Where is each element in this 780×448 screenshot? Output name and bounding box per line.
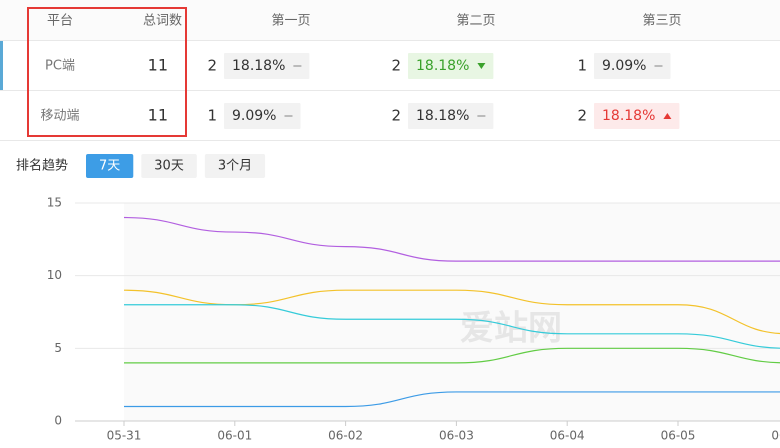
- x-tick-label: 05-31: [107, 429, 142, 443]
- page-percent: 9.09%: [232, 108, 276, 124]
- page-count: 2: [391, 107, 401, 125]
- y-tick-label: 5: [54, 341, 62, 355]
- percent-badge: [408, 103, 494, 129]
- total: 11: [148, 56, 168, 75]
- column-header: 平台: [47, 14, 73, 29]
- total: 11: [148, 106, 168, 125]
- page-count: 2: [391, 57, 401, 75]
- percent-badge: [224, 53, 310, 79]
- y-tick-label: 10: [47, 268, 62, 282]
- x-tick-label: 06-03: [439, 429, 474, 443]
- tab[interactable]: [204, 154, 266, 178]
- trend-icon: [477, 63, 486, 69]
- page-percent: 18.18%: [416, 108, 469, 124]
- line-series: [123, 304, 780, 349]
- tab[interactable]: [86, 154, 134, 178]
- x-tick-label: 06-06: [771, 429, 780, 443]
- trend-label: 排名趋势: [16, 158, 68, 174]
- percent-badge: [594, 103, 680, 129]
- row-indicator: [0, 41, 3, 90]
- column-header: 第二页: [456, 14, 495, 29]
- page-percent: 9.09%: [602, 58, 646, 74]
- line-series: [124, 347, 780, 364]
- trend-icon: [477, 115, 486, 117]
- page-count: 1: [207, 107, 217, 125]
- page-count: 2: [207, 57, 217, 75]
- trend-icon: [663, 113, 672, 119]
- plot-area: [124, 203, 780, 421]
- line-series: [123, 216, 780, 262]
- tab-label[interactable]: 3个月: [218, 159, 252, 174]
- table-header-bg: [0, 0, 780, 40]
- tab-label[interactable]: 7天: [99, 159, 120, 174]
- watermark: 爱站网: [460, 309, 562, 349]
- column-header: 第一页: [271, 14, 310, 29]
- column-header: 总词数: [143, 14, 182, 29]
- page-count: 1: [577, 57, 587, 75]
- percent-badge: [408, 53, 494, 79]
- x-tick-label: 06-02: [328, 429, 363, 443]
- page-count: 2: [577, 107, 587, 125]
- percent-badge: [224, 103, 301, 129]
- tab-label[interactable]: 30天: [154, 159, 184, 174]
- y-tick-label: 15: [47, 196, 62, 210]
- platform: 移动端: [40, 109, 79, 124]
- page-percent: 18.18%: [232, 58, 285, 74]
- page-percent: 18.18%: [602, 108, 655, 124]
- platform: PC端: [45, 59, 75, 74]
- x-tick-label: 06-04: [550, 429, 585, 443]
- trend-icon: [284, 115, 293, 117]
- tab[interactable]: [141, 154, 197, 178]
- x-tick-label: 06-01: [217, 429, 252, 443]
- line-series: [124, 391, 780, 408]
- highlight-box: [27, 7, 187, 137]
- x-tick-label: 06-05: [661, 429, 696, 443]
- y-tick-label: 0: [54, 414, 62, 428]
- percent-badge: [594, 53, 671, 79]
- page-percent: 18.18%: [416, 58, 469, 74]
- trend-icon: [654, 65, 663, 67]
- trend-icon: [293, 65, 302, 67]
- column-header: 第三页: [642, 14, 681, 29]
